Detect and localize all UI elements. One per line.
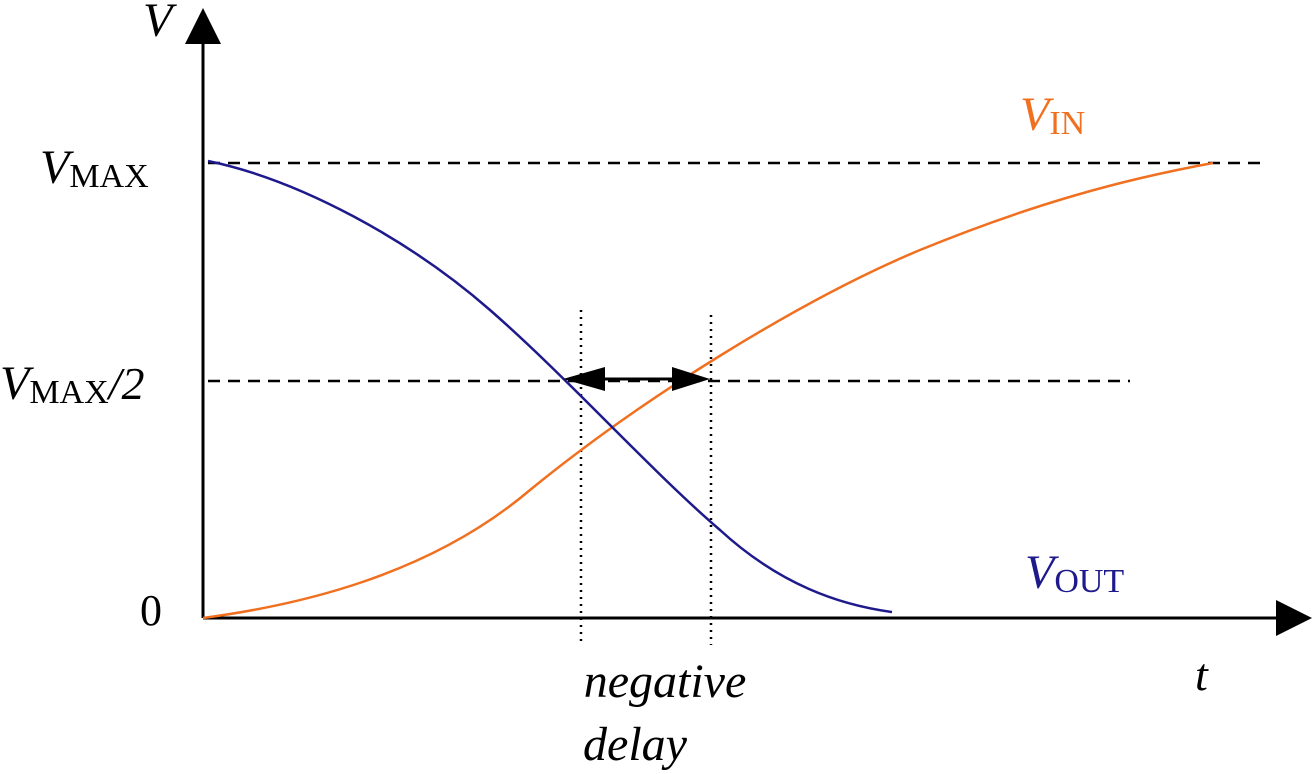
vin-curve	[202, 161, 1214, 620]
vmax-label: VMAX	[40, 141, 149, 195]
zero-label: 0	[140, 586, 162, 635]
half-vmax-label-main: V	[0, 357, 34, 410]
vmax-label-sub: MAX	[69, 158, 148, 195]
half-vmax-label-suffix: /2	[106, 358, 145, 409]
vout-curve	[207, 159, 893, 614]
half-vmax-label-sub: MAX	[29, 374, 108, 411]
half-vmax-label: VMAX/2	[0, 357, 144, 411]
vin-label: VIN	[1020, 88, 1085, 142]
vmax-label-main: V	[40, 141, 74, 194]
negative-delay-line1: negative	[584, 655, 747, 708]
vin-label-sub: IN	[1049, 105, 1085, 142]
x-axis-label: t	[1195, 649, 1209, 700]
negative-delay-line2: delay	[583, 718, 688, 771]
vout-label: VOUT	[1025, 546, 1124, 600]
delay-arrow-left-head	[563, 367, 605, 391]
vout-label-sub: OUT	[1054, 563, 1124, 600]
delay-arrow-right-head	[672, 367, 710, 391]
y-axis-label: V	[143, 0, 177, 47]
vin-label-main: V	[1020, 88, 1054, 141]
y-axis-arrowhead	[185, 8, 221, 44]
x-axis-arrowhead	[1276, 600, 1312, 636]
vout-label-main: V	[1025, 546, 1059, 599]
